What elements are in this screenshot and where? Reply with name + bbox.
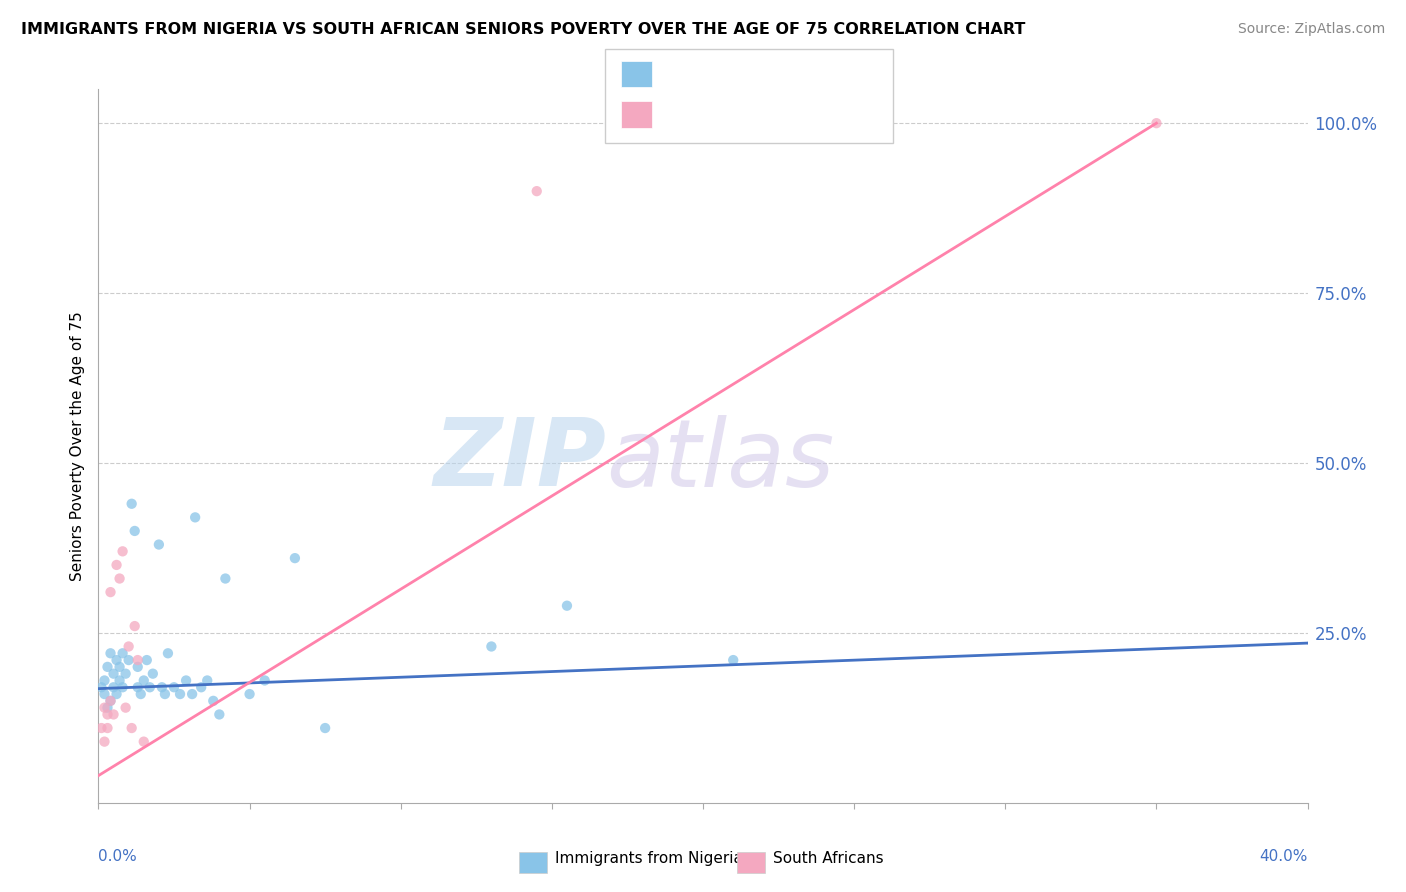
Point (103, 707, 125, 722)
Text: R =  0.720   N = 19: R = 0.720 N = 19 (659, 107, 821, 125)
Point (124, 524, 146, 538)
Point (190, 680, 212, 694)
Point (127, 653, 149, 667)
Point (90, 680, 112, 694)
Point (127, 680, 149, 694)
Text: Source: ZipAtlas.com: Source: ZipAtlas.com (1237, 22, 1385, 37)
Text: atlas: atlas (606, 415, 835, 506)
Point (96, 700, 118, 714)
Point (105, 558, 128, 572)
Point (284, 551, 307, 566)
Point (93, 734, 115, 748)
Point (142, 666, 165, 681)
Point (127, 660, 149, 674)
Point (723, 653, 745, 667)
Point (111, 646, 134, 660)
Point (121, 497, 143, 511)
Point (103, 680, 125, 694)
Point (105, 687, 128, 701)
Point (195, 673, 218, 688)
Point (93, 673, 115, 688)
Point (121, 721, 143, 735)
Text: IMMIGRANTS FROM NIGERIA VS SOUTH AFRICAN SENIORS POVERTY OVER THE AGE OF 75 CORR: IMMIGRANTS FROM NIGERIA VS SOUTH AFRICAN… (21, 22, 1025, 37)
Point (174, 673, 197, 688)
Point (90, 721, 112, 735)
Point (118, 653, 141, 667)
Point (103, 666, 125, 681)
Point (100, 694, 122, 708)
Point (96, 660, 118, 674)
Point (96, 707, 118, 722)
Point (100, 646, 122, 660)
Point (314, 721, 336, 735)
Point (181, 687, 204, 701)
Point (150, 680, 173, 694)
Point (105, 653, 128, 667)
Point (111, 544, 134, 558)
Point (100, 585, 122, 599)
Point (108, 660, 131, 674)
Point (135, 653, 157, 667)
Point (526, 184, 548, 198)
Text: 0.0%: 0.0% (98, 849, 138, 864)
Point (114, 700, 136, 714)
Text: 40.0%: 40.0% (1260, 849, 1308, 864)
Point (132, 673, 155, 688)
Point (100, 694, 122, 708)
Point (184, 510, 207, 524)
Point (153, 687, 176, 701)
Point (108, 673, 131, 688)
Point (163, 680, 186, 694)
Point (114, 666, 136, 681)
Point (239, 687, 262, 701)
Point (148, 537, 170, 551)
Point (156, 646, 179, 660)
Text: Immigrants from Nigeria: Immigrants from Nigeria (555, 851, 744, 865)
Point (208, 707, 231, 722)
Text: South Africans: South Africans (773, 851, 884, 865)
Point (202, 694, 225, 708)
Point (481, 640, 503, 654)
Point (96, 721, 118, 735)
Text: ZIP: ZIP (433, 414, 606, 507)
Point (93, 700, 115, 714)
Point (108, 572, 131, 586)
Point (111, 680, 134, 694)
Y-axis label: Seniors Poverty Over the Age of 75: Seniors Poverty Over the Age of 75 (69, 311, 84, 581)
Point (1144, 116, 1167, 130)
Point (132, 734, 155, 748)
Point (253, 673, 276, 688)
Point (139, 680, 162, 694)
Point (169, 687, 191, 701)
Point (124, 619, 146, 633)
Point (555, 599, 578, 613)
Text: R =  0.159   N = 47: R = 0.159 N = 47 (659, 67, 821, 85)
Point (129, 687, 152, 701)
Point (214, 572, 236, 586)
Point (118, 640, 141, 654)
Point (93, 687, 115, 701)
